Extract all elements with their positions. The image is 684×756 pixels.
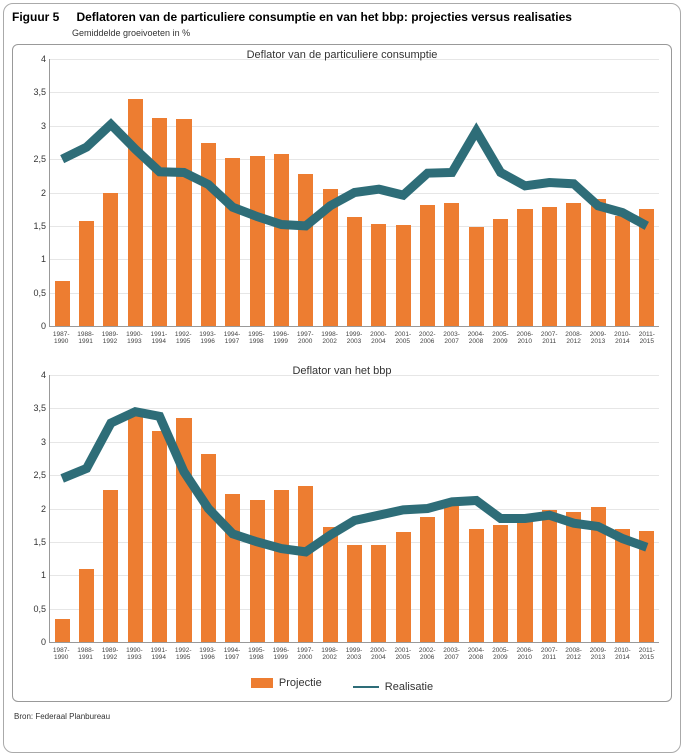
- ytick-label: 1,5: [24, 537, 46, 547]
- xtick-label: 1997-2000: [297, 647, 314, 661]
- xtick-label: 2008-2012: [565, 331, 582, 345]
- legend-projectie: Projectie: [251, 677, 322, 689]
- xtick-label: 2002-2006: [419, 331, 436, 345]
- ytick-label: 2: [24, 188, 46, 198]
- xtick-label: 2011-2015: [639, 647, 655, 661]
- xtick-label: 1991-1994: [150, 647, 167, 661]
- xtick-label: 1998-2002: [321, 331, 338, 345]
- ytick-label: 3: [24, 437, 46, 447]
- xtick-label: 2000-2004: [370, 331, 387, 345]
- ytick-label: 3,5: [24, 403, 46, 413]
- charts-wrapper: Deflator van de particuliere consumptie …: [12, 44, 672, 702]
- xtick-label: 2009-2013: [590, 647, 607, 661]
- xtick-label: 1998-2002: [321, 647, 338, 661]
- xtick-label: 1993-1996: [199, 647, 216, 661]
- xtick-label: 1995-1998: [248, 331, 265, 345]
- xtick-label: 2009-2013: [590, 331, 607, 345]
- ytick-label: 1: [24, 254, 46, 264]
- xtick-label: 2004-2008: [468, 331, 485, 345]
- ytick-label: 1,5: [24, 221, 46, 231]
- ytick-label: 0: [24, 321, 46, 331]
- ytick-label: 3: [24, 121, 46, 131]
- xtick-label: 1994-1997: [224, 647, 241, 661]
- ytick-label: 2: [24, 504, 46, 514]
- xtick-label: 2003-2007: [443, 331, 460, 345]
- ytick-label: 2,5: [24, 154, 46, 164]
- xtick-label: 2001-2005: [394, 647, 411, 661]
- line-series: [50, 59, 659, 326]
- xtick-label: 1990-1993: [126, 647, 143, 661]
- ytick-label: 3,5: [24, 87, 46, 97]
- xtick-label: 1987-1990: [53, 647, 70, 661]
- xtick-label: 1997-2000: [297, 331, 314, 345]
- xtick-label: 1991-1994: [150, 331, 167, 345]
- xtick-label: 1987-1990: [53, 331, 70, 345]
- xtick-label: 2002-2006: [419, 647, 436, 661]
- chart-gdp-deflator: Deflator van het bbp 00,511,522,533,54 1…: [21, 367, 663, 673]
- figure-subtitle: Gemiddelde groeivoeten in %: [72, 28, 672, 38]
- xtick-label: 1992-1995: [175, 331, 192, 345]
- xtick-label: 2006-2010: [516, 647, 533, 661]
- figure-source: Bron: Federaal Planbureau: [14, 712, 672, 721]
- xtick-label: 2007-2011: [541, 647, 558, 661]
- legend: Projectie Realisatie: [21, 673, 663, 695]
- chart-consumption-deflator: Deflator van de particuliere consumptie …: [21, 51, 663, 357]
- xtick-label: 1992-1995: [175, 647, 192, 661]
- xtick-label: 1989-1992: [102, 331, 119, 345]
- xtick-label: 1994-1997: [224, 331, 241, 345]
- xtick-label: 2001-2005: [394, 331, 411, 345]
- line-series: [50, 375, 659, 642]
- xtick-label: 2010-2014: [614, 647, 631, 661]
- ytick-label: 0,5: [24, 288, 46, 298]
- xtick-label: 2006-2010: [516, 331, 533, 345]
- xtick-label: 1988-1991: [77, 647, 94, 661]
- xtick-label: 1996-1999: [272, 647, 289, 661]
- chart-a-xlabels: 1987-1990 1988-1991 1989-1992 1990-1993 1991…: [49, 329, 659, 359]
- xtick-label: 1999-2003: [346, 331, 363, 345]
- ytick-label: 1: [24, 570, 46, 580]
- chart-b-title: Deflator van het bbp: [21, 365, 663, 377]
- chart-b-xlabels: 1987-1990 1988-1991 1989-1992 1990-1993 1991…: [49, 645, 659, 675]
- figure-title: Deflatoren van de particuliere consumpti…: [76, 10, 572, 24]
- xtick-label: 2005-2009: [492, 331, 509, 345]
- xtick-label: 1995-1998: [248, 647, 265, 661]
- xtick-label: 1989-1992: [102, 647, 119, 661]
- xtick-label: 2000-2004: [370, 647, 387, 661]
- xtick-label: 2007-2011: [541, 331, 558, 345]
- xtick-label: 1999-2003: [346, 647, 363, 661]
- ytick-label: 0: [24, 637, 46, 647]
- legend-line-swatch: [353, 686, 379, 688]
- figure-label: Figuur 5: [12, 10, 72, 24]
- legend-realisatie-label: Realisatie: [385, 681, 433, 693]
- legend-projectie-label: Projectie: [279, 677, 322, 689]
- xtick-label: 1990-1993: [126, 331, 143, 345]
- xtick-label: 2004-2008: [468, 647, 485, 661]
- chart-a-plot: 00,511,522,533,54: [49, 59, 659, 327]
- xtick-label: 2008-2012: [565, 647, 582, 661]
- xtick-label: 2003-2007: [443, 647, 460, 661]
- xtick-label: 2011-2015: [639, 331, 655, 345]
- ytick-label: 0,5: [24, 604, 46, 614]
- xtick-label: 2010-2014: [614, 331, 631, 345]
- figure-header: Figuur 5 Deflatoren van de particuliere …: [12, 8, 672, 38]
- chart-a-title: Deflator van de particuliere consumptie: [21, 49, 663, 61]
- legend-realisatie: Realisatie: [353, 681, 433, 693]
- xtick-label: 1993-1996: [199, 331, 216, 345]
- legend-bar-swatch: [251, 678, 273, 688]
- xtick-label: 2005-2009: [492, 647, 509, 661]
- xtick-label: 1988-1991: [77, 331, 94, 345]
- ytick-label: 2,5: [24, 470, 46, 480]
- xtick-label: 1996-1999: [272, 331, 289, 345]
- chart-b-plot: 00,511,522,533,54: [49, 375, 659, 643]
